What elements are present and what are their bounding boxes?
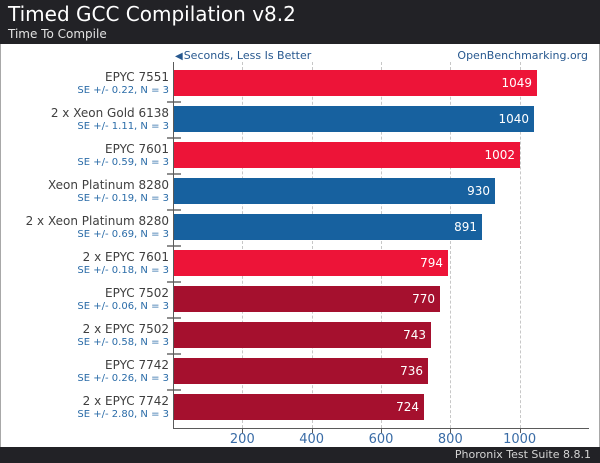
- category-label: 2 x EPYC 7742: [82, 394, 169, 408]
- category-label: EPYC 7601: [105, 142, 169, 156]
- x-axis-tick-label: 200: [229, 432, 255, 447]
- category-label: 2 x Xeon Platinum 8280: [25, 214, 169, 228]
- gridline: [242, 62, 244, 428]
- category-label: EPYC 7502: [105, 286, 169, 300]
- category-separator-tick: [167, 281, 181, 283]
- gridline: [311, 62, 313, 428]
- category-separator-tick: [167, 173, 181, 175]
- category-separator-tick: [167, 317, 181, 319]
- bar-row: EPYC 7742 SE +/- 0.26, N = 3 736: [1, 358, 600, 394]
- bar-value-label: 891: [454, 220, 477, 234]
- bar: 724: [174, 394, 424, 420]
- bar-value-label: 794: [420, 256, 443, 270]
- bar-row: Xeon Platinum 8280 SE +/- 0.19, N = 3 930: [1, 178, 600, 214]
- bar-row: EPYC 7601 SE +/- 0.59, N = 3 1002: [1, 142, 600, 178]
- row-labels: 2 x EPYC 7601 SE +/- 0.18, N = 3: [0, 250, 169, 277]
- bar: 743: [174, 322, 431, 348]
- se-label: SE +/- 0.59, N = 3: [77, 157, 169, 168]
- row-labels: EPYC 7601 SE +/- 0.59, N = 3: [0, 142, 169, 169]
- se-label: SE +/- 0.19, N = 3: [77, 193, 169, 204]
- row-labels: 2 x Xeon Gold 6138 SE +/- 1.11, N = 3: [0, 106, 169, 133]
- se-label: SE +/- 1.11, N = 3: [77, 121, 169, 132]
- bar: 1049: [174, 70, 537, 96]
- category-separator-tick: [167, 137, 181, 139]
- openbenchmarking-label: OpenBenchmarking.org: [457, 49, 588, 62]
- category-label: EPYC 7551: [105, 70, 169, 84]
- bar: 794: [174, 250, 448, 276]
- scale-note: ◀Seconds, Less Is Better: [175, 49, 311, 62]
- x-axis-tick: [519, 428, 521, 433]
- x-axis-line: [173, 428, 589, 429]
- row-labels: 2 x EPYC 7502 SE +/- 0.58, N = 3: [0, 322, 169, 349]
- bar-row: 2 x Xeon Gold 6138 SE +/- 1.11, N = 3 1040: [1, 106, 600, 142]
- category-separator-tick: [167, 101, 181, 103]
- chart-area: ◀Seconds, Less Is Better OpenBenchmarkin…: [0, 44, 600, 447]
- se-label: SE +/- 0.18, N = 3: [77, 265, 169, 276]
- bar-value-label: 1040: [498, 112, 529, 126]
- bar-value-label: 724: [396, 400, 419, 414]
- bar-row: 2 x EPYC 7742 SE +/- 2.80, N = 3 724: [1, 394, 600, 430]
- bar: 1040: [174, 106, 534, 132]
- gridline: [381, 62, 382, 428]
- category-label: EPYC 7742: [105, 358, 169, 372]
- row-labels: EPYC 7502 SE +/- 0.06, N = 3: [0, 286, 169, 313]
- bar-value-label: 736: [400, 364, 423, 378]
- x-axis-tick-label: 800: [437, 432, 463, 447]
- bar: 891: [174, 214, 482, 240]
- category-separator-tick: [167, 353, 181, 355]
- y-axis-line: [173, 62, 174, 428]
- bar: 770: [174, 286, 440, 312]
- chart-header: Timed GCC Compilation v8.2 Time To Compi…: [0, 0, 600, 44]
- se-label: SE +/- 0.22, N = 3: [77, 85, 169, 96]
- bar: 1002: [174, 142, 520, 168]
- gridline: [519, 62, 521, 428]
- bar: 930: [174, 178, 495, 204]
- row-labels: 2 x EPYC 7742 SE +/- 2.80, N = 3: [0, 394, 169, 421]
- x-axis-tick: [242, 428, 244, 433]
- category-label: 2 x Xeon Gold 6138: [50, 106, 169, 120]
- bar-row: 2 x EPYC 7601 SE +/- 0.18, N = 3 794: [1, 250, 600, 286]
- bar-value-label: 1002: [484, 148, 515, 162]
- bar-value-label: 930: [467, 184, 490, 198]
- x-axis-tick-label: 600: [368, 432, 394, 447]
- se-label: SE +/- 2.80, N = 3: [77, 409, 169, 420]
- row-labels: Xeon Platinum 8280 SE +/- 0.19, N = 3: [0, 178, 169, 205]
- se-label: SE +/- 0.69, N = 3: [77, 229, 169, 240]
- category-label: 2 x EPYC 7502: [82, 322, 169, 336]
- page-subtitle: Time To Compile: [8, 27, 107, 41]
- bar-row: 2 x EPYC 7502 SE +/- 0.58, N = 3 743: [1, 322, 600, 358]
- bar-value-label: 770: [412, 292, 435, 306]
- row-labels: EPYC 7742 SE +/- 0.26, N = 3: [0, 358, 169, 385]
- left-arrow-icon: ◀: [175, 51, 183, 62]
- page-title: Timed GCC Compilation v8.2: [8, 2, 296, 26]
- bar-row: EPYC 7551 SE +/- 0.22, N = 3 1049: [1, 70, 600, 106]
- category-separator-tick: [167, 209, 181, 211]
- category-separator-tick: [167, 245, 181, 247]
- row-labels: 2 x Xeon Platinum 8280 SE +/- 0.69, N = 3: [0, 214, 169, 241]
- row-labels: EPYC 7551 SE +/- 0.22, N = 3: [0, 70, 169, 97]
- x-axis-tick: [311, 428, 313, 433]
- footer-bar: Phoronix Test Suite 8.8.1: [0, 447, 600, 463]
- x-axis-tick-label: 1000: [503, 432, 537, 447]
- category-label: Xeon Platinum 8280: [47, 178, 169, 192]
- bar-value-label: 743: [403, 328, 426, 342]
- x-axis-tick: [381, 428, 382, 433]
- bar-value-label: 1049: [501, 76, 532, 90]
- se-label: SE +/- 0.06, N = 3: [77, 301, 169, 312]
- bar-row: EPYC 7502 SE +/- 0.06, N = 3 770: [1, 286, 600, 322]
- scale-note-label: Seconds, Less Is Better: [183, 49, 312, 62]
- se-label: SE +/- 0.26, N = 3: [77, 373, 169, 384]
- se-label: SE +/- 0.58, N = 3: [77, 337, 169, 348]
- category-separator-tick: [167, 389, 181, 391]
- category-label: 2 x EPYC 7601: [82, 250, 169, 264]
- x-axis-tick: [450, 428, 452, 433]
- bar: 736: [174, 358, 428, 384]
- footer-label: Phoronix Test Suite 8.8.1: [454, 448, 591, 461]
- x-axis-tick-label: 400: [299, 432, 325, 447]
- gridline: [450, 62, 452, 428]
- bar-row: 2 x Xeon Platinum 8280 SE +/- 0.69, N = 3…: [1, 214, 600, 250]
